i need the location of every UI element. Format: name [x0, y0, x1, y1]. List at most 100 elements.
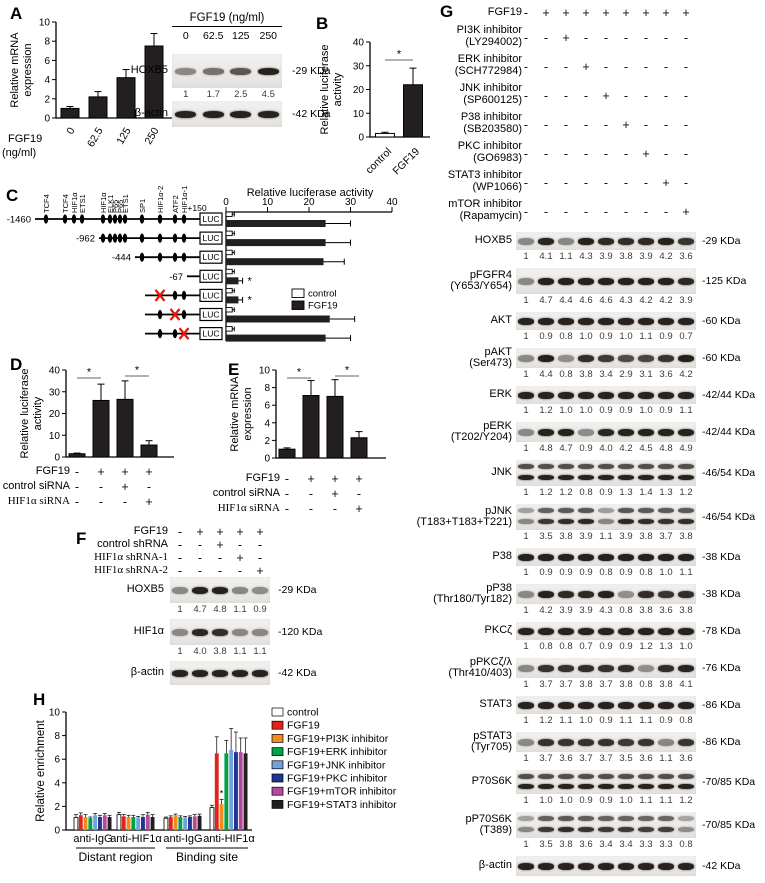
protein-band [618, 317, 634, 325]
y-tick-label: 20 [353, 85, 365, 96]
band-quant: 3.4 [599, 369, 613, 380]
control-bar [225, 230, 233, 237]
condition-sign: - [543, 118, 549, 132]
band-quant: 3.9 [639, 251, 653, 262]
band-quant: 1 [523, 839, 529, 850]
protein-band [578, 862, 594, 870]
band-quant: 1.1 [659, 753, 673, 764]
x-tick-label: 0 [64, 125, 77, 136]
protein-band [658, 508, 674, 514]
band-quant: 3.5 [539, 531, 553, 542]
y-tick-label: 20 [49, 409, 61, 420]
protein-band [618, 519, 634, 525]
blot-strip [172, 54, 282, 88]
legend-label: FGF19 [287, 720, 320, 732]
binding-site [181, 290, 187, 300]
condition-sign: - [523, 31, 529, 45]
protein-band [538, 354, 554, 362]
band-quant: 0.9 [559, 567, 573, 578]
condition-sign: - [583, 89, 589, 103]
legend-swatch [271, 800, 284, 809]
band-quant: 4.2 [679, 369, 693, 380]
condition-sign: - [643, 176, 649, 190]
protein-band [518, 862, 534, 870]
band-quant: 0.9 [599, 795, 613, 806]
blot-strip [516, 386, 696, 404]
band-quant: 1 [523, 795, 529, 806]
band-quant: 3.6 [679, 753, 693, 764]
panel-d-chart: 0 10 20 30 40 Relative luciferase activity * * [19, 365, 174, 464]
condition-sign: + [331, 472, 339, 486]
y-tick-label: 8 [44, 37, 50, 48]
protein-band [558, 354, 574, 362]
blot-label: pAKT (Ser473) [469, 345, 512, 369]
protein-band [518, 391, 534, 399]
protein-band [598, 508, 614, 514]
protein-band [618, 590, 634, 598]
protein-band [192, 628, 208, 636]
protein-band [658, 738, 674, 746]
band-quant: 3.8 [639, 605, 653, 616]
bar [178, 817, 183, 830]
legend-label: FGF19+PKC inhibitor [287, 773, 388, 785]
protein-band [172, 628, 188, 636]
y-tick-label: 10 [259, 366, 271, 377]
protein-band [518, 783, 534, 789]
lane-label: 0 [182, 30, 189, 42]
protein-band [678, 664, 694, 672]
band-quant: 3.6 [659, 605, 673, 616]
y-axis-label: Relative luciferase [319, 45, 331, 135]
band-quant: 2.5 [234, 89, 248, 100]
protein-band [538, 519, 554, 525]
bar [102, 815, 107, 830]
protein-band [678, 701, 694, 709]
blot-strip [516, 504, 696, 530]
binding-site [172, 290, 178, 300]
protein-band [658, 553, 674, 561]
y-tick-label: 2 [54, 802, 60, 813]
protein-band [192, 586, 208, 594]
condition-label: FGF19 [133, 525, 168, 537]
mw-marker: -120 KDa [278, 626, 323, 638]
protein-band [202, 110, 224, 118]
binding-site [100, 233, 106, 243]
bar [150, 817, 155, 830]
protein-band [678, 627, 694, 635]
condition-sign: - [284, 502, 290, 516]
protein-band [578, 816, 594, 822]
protein-band [538, 701, 554, 709]
mw-marker: -42/44 KDa [702, 426, 756, 438]
control-bar [225, 249, 233, 256]
condition-sign: - [177, 525, 183, 539]
protein-band [578, 475, 594, 481]
control-bar [225, 326, 233, 332]
condition-sign: + [196, 525, 204, 539]
binding-site [181, 309, 187, 320]
blot-label: PKCζ [484, 624, 512, 636]
binding-site-label: ATF2 [171, 195, 180, 213]
control-bar [225, 287, 233, 294]
band-quant: 3.7 [599, 679, 613, 690]
condition-label: FGF19 [35, 465, 70, 477]
condition-sign: - [523, 118, 529, 132]
bar [116, 814, 122, 831]
binding-site [181, 252, 187, 262]
protein-band [618, 827, 634, 833]
y-tick-label: 4 [54, 778, 60, 789]
bar [88, 96, 108, 119]
y-tick-label: 8 [54, 731, 60, 742]
axis-title: Relative luciferase activity [247, 187, 374, 199]
mw-marker: -70/85 KDa [702, 776, 756, 788]
blot-strip [170, 619, 270, 645]
band-quant: 0.9 [253, 604, 267, 615]
protein-band [618, 738, 634, 746]
y-axis-label: Relative enrichment [35, 719, 47, 821]
band-quant: 1.1 [559, 251, 573, 262]
blot-strip [516, 696, 696, 714]
legend-swatch [271, 734, 284, 743]
band-quant: 0.8 [639, 679, 653, 690]
band-quant: 1.0 [559, 795, 573, 806]
protein-band [678, 862, 694, 870]
condition-sign: + [642, 6, 650, 20]
